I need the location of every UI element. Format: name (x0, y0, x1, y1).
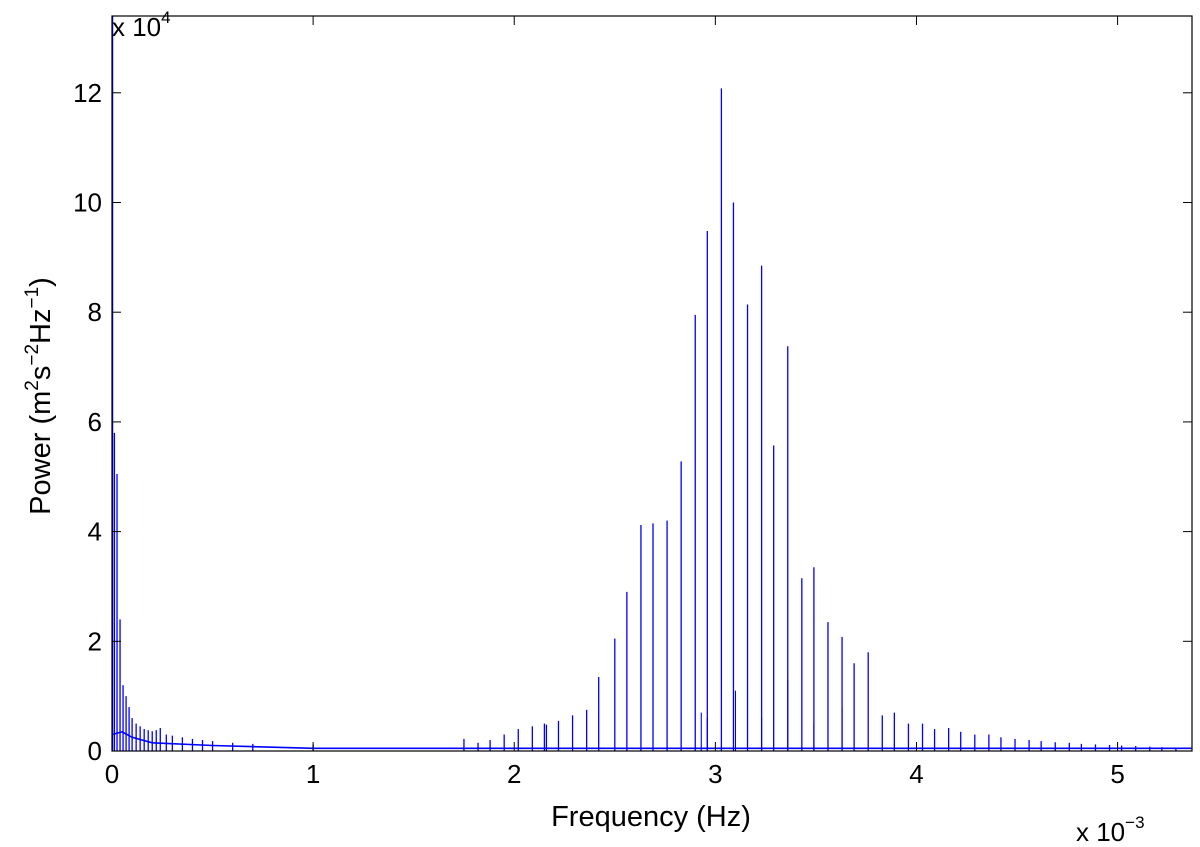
y-axis-label: Power (m2s−2Hz−1) (22, 277, 57, 515)
x-tick-label-3: 3 (708, 759, 722, 789)
y-tick-label-6: 12 (73, 78, 102, 108)
x-tick-label-5: 5 (1110, 759, 1124, 789)
y-tick-label-2: 4 (88, 517, 102, 547)
y-tick-label-5: 10 (73, 187, 102, 217)
y-multiplier-exp: 4 (161, 8, 170, 27)
y-tick-label-1: 2 (88, 626, 102, 656)
y-label-part-d: −2 (22, 344, 43, 366)
x-multiplier-exp: −3 (1125, 813, 1144, 832)
y-tick-label-4: 8 (88, 297, 102, 327)
y-tick-label-0: 0 (88, 736, 102, 766)
y-label-part-c: s (25, 366, 57, 381)
x-tick-label-2: 2 (507, 759, 521, 789)
x-multiplier-label: x 10−3 (1076, 813, 1145, 847)
y-tick-label-3: 6 (88, 407, 102, 437)
plot-frame (111, 15, 1193, 752)
x-axis-label: Frequency (Hz) (551, 801, 751, 833)
y-multiplier-base: x 10 (112, 12, 161, 42)
y-multiplier-label: x 104 (112, 8, 171, 42)
series-layer (111, 16, 1192, 751)
x-tick-label-4: 4 (909, 759, 923, 789)
y-label-part-a: Power (m (25, 391, 57, 515)
y-label-part-b: 2 (22, 380, 43, 391)
y-label-part-e: Hz (25, 309, 57, 344)
noise-floor-line (111, 730, 1192, 750)
y-label-part-f: −1 (22, 287, 43, 309)
x-tick-label-0: 0 (105, 759, 119, 789)
x-multiplier-base: x 10 (1076, 817, 1125, 847)
y-label-part-g: ) (25, 277, 57, 287)
x-tick-label-1: 1 (306, 759, 320, 789)
